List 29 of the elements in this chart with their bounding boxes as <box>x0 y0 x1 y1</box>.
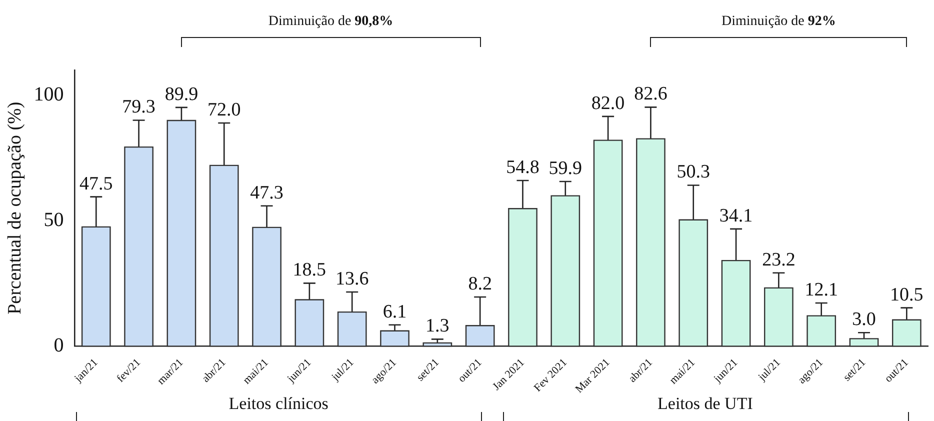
data-label: 50.3 <box>676 162 710 183</box>
data-label: 59.9 <box>548 158 582 179</box>
data-label: 6.1 <box>382 301 407 322</box>
y-tick-label: 100 <box>34 83 64 106</box>
data-label: 34.1 <box>719 205 753 226</box>
text: Diminuição de 92% <box>722 14 836 30</box>
data-label: 82.6 <box>634 84 668 105</box>
text: Leitos clínicos <box>228 394 328 414</box>
data-label: 10.5 <box>890 284 924 306</box>
data-label: 8.2 <box>468 273 492 294</box>
data-label: 54.8 <box>506 156 540 178</box>
data-label: 72.0 <box>207 99 241 120</box>
data-label: 82.0 <box>591 92 625 114</box>
data-label: 12.1 <box>804 280 838 300</box>
y-tick-label: 0 <box>54 334 64 356</box>
data-label: 18.5 <box>292 260 326 281</box>
data-label: 3.0 <box>852 309 876 330</box>
text: Diminuição de 90,8% <box>268 14 394 30</box>
data-label: 47.5 <box>80 173 113 194</box>
y-axis-title: Percentual de ocupação (%) <box>4 102 26 314</box>
x-tick-label: Jan 2021 <box>490 356 527 393</box>
data-label: 13.6 <box>335 268 369 290</box>
text: Leitos de UTI <box>658 394 753 414</box>
data-label: 79.3 <box>122 96 156 118</box>
y-tick-label: 50 <box>44 208 64 231</box>
data-label: 47.3 <box>250 182 284 204</box>
data-label: 89.9 <box>164 84 198 105</box>
data-label: 23.2 <box>762 249 796 270</box>
data-label: 1.3 <box>426 316 450 337</box>
